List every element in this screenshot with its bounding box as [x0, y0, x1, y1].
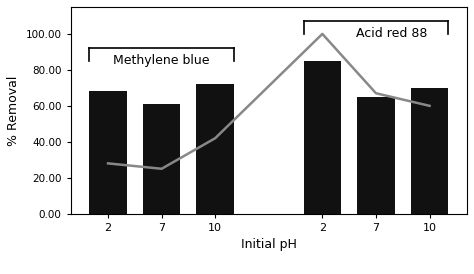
Bar: [143, 104, 181, 214]
X-axis label: Initial pH: Initial pH: [241, 238, 297, 251]
Bar: [89, 92, 127, 214]
Bar: [357, 97, 395, 214]
Text: Methylene blue: Methylene blue: [113, 54, 210, 67]
Bar: [411, 88, 448, 214]
Bar: [304, 61, 341, 214]
Text: Acid red 88: Acid red 88: [356, 27, 428, 40]
Y-axis label: % Removal: % Removal: [7, 75, 20, 145]
Bar: [196, 84, 234, 214]
